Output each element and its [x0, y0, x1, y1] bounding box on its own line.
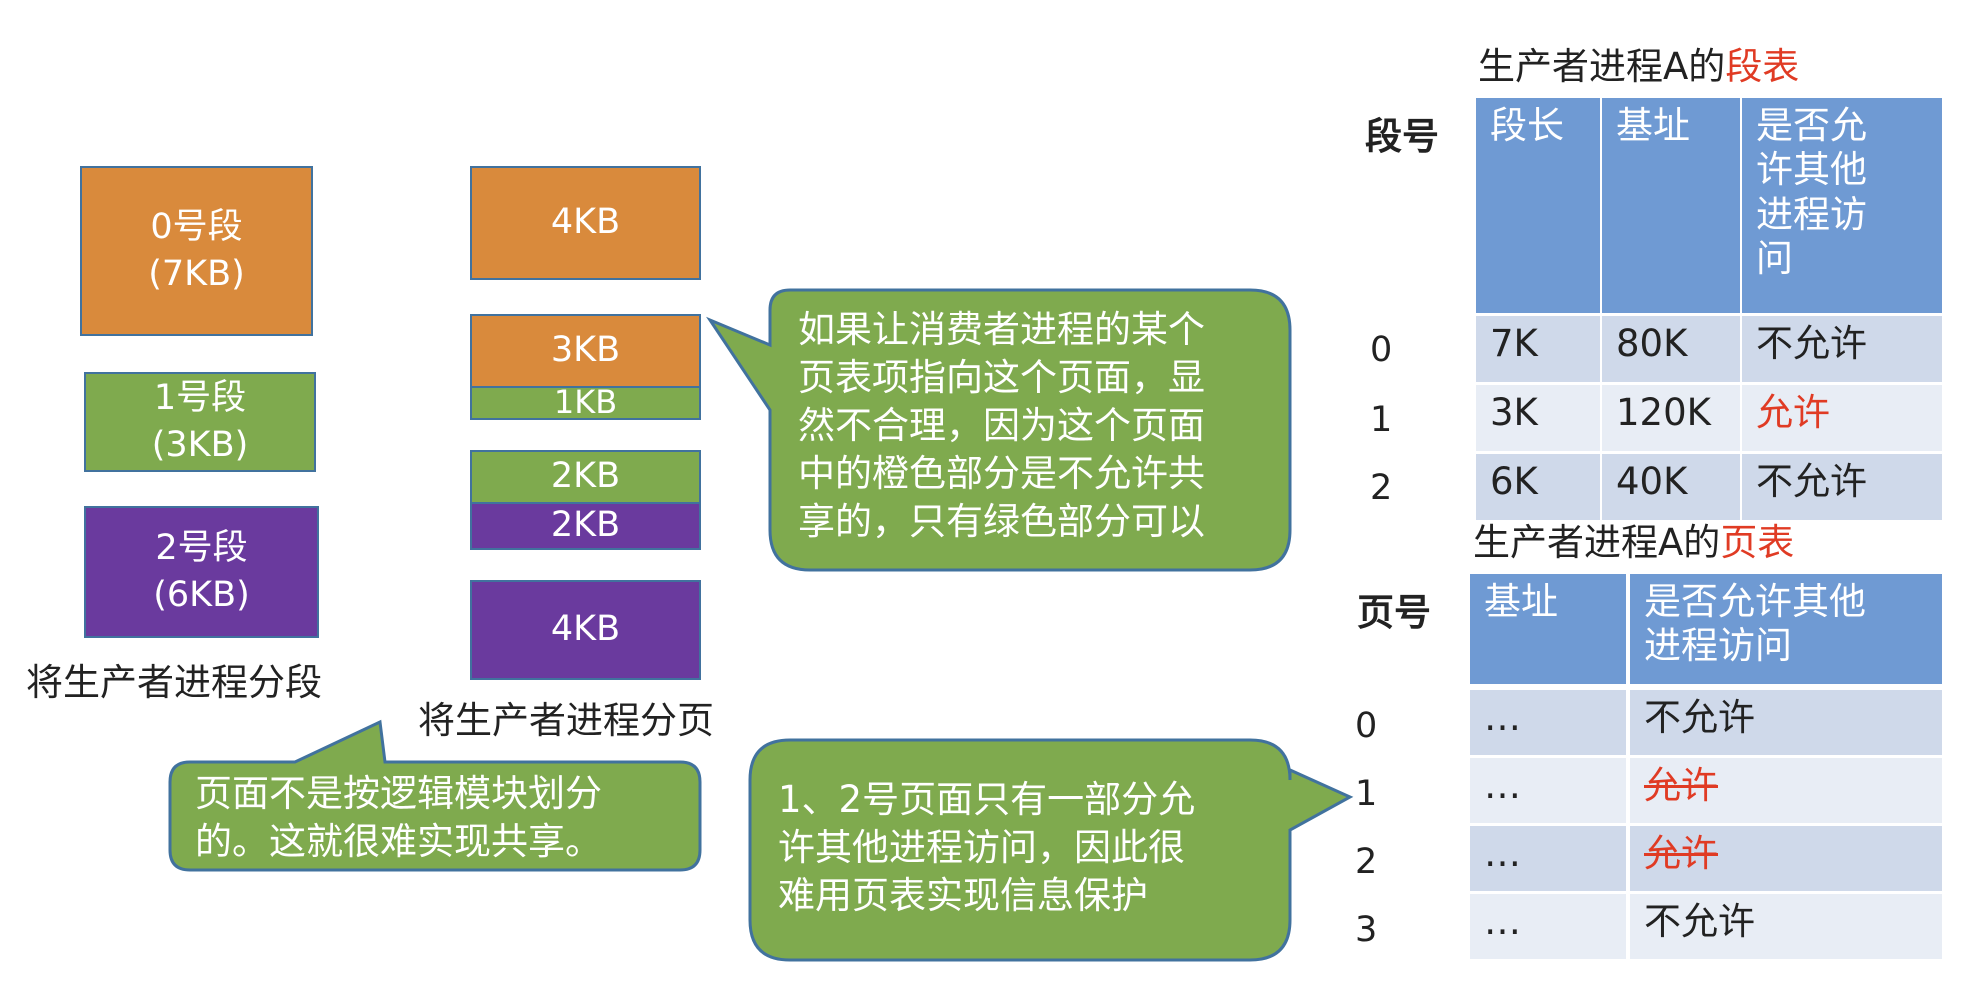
callout-left-line: 的。这就很难实现共享。 — [195, 820, 602, 864]
callout-top-text: 如果让消费者进程的某个 页表项指向这个页面，显 然不合理，因为这个页面 中的橙色… — [798, 306, 1205, 546]
page-table-title-highlight: 页表 — [1720, 521, 1795, 564]
page-1-orange-part: 3KB — [470, 314, 701, 388]
segment-2-label: 2号段 — [155, 527, 248, 568]
callout-top-line: 享的，只有绿色部分可以 — [798, 500, 1205, 544]
page-row-2-base: … — [1470, 826, 1626, 891]
segment-table-title-prefix: 生产者进程A的 — [1478, 45, 1726, 88]
segment-row-2-base: 40K — [1602, 454, 1740, 520]
callout-left-shape — [168, 719, 702, 872]
page-table-header-allow-line: 进程访问 — [1644, 624, 1792, 668]
segment-row-1-length: 3K — [1476, 385, 1600, 451]
segment-row-2-length: 6K — [1476, 454, 1600, 520]
segment-table-row-header: 段号 — [1365, 115, 1439, 158]
page-row-0-no: 0 — [1355, 706, 1378, 746]
segment-1-block: 1号段 (3KB) — [84, 372, 316, 472]
callout-bottom-text: 1、2号页面只有一部分允 许其他进程访问，因此很 难用页表实现信息保护 — [778, 776, 1195, 920]
segment-0-label: 0号段 — [150, 206, 243, 247]
page-table-header-allow: 是否允许其他 进程访问 — [1630, 574, 1942, 684]
segment-row-0-no: 0 — [1370, 330, 1393, 370]
segment-table-header-base: 基址 — [1602, 98, 1740, 313]
callout-bottom-line: 难用页表实现信息保护 — [778, 874, 1148, 918]
callout-left-text: 页面不是按逻辑模块划分 的。这就很难实现共享。 — [195, 770, 602, 866]
page-2-purple-part: 2KB — [470, 502, 701, 550]
segment-caption: 将生产者进程分段 — [26, 661, 322, 704]
segment-table-title: 生产者进程A的段表 — [1478, 36, 1799, 90]
segment-1-label: 1号段 — [153, 377, 247, 418]
page-table-row-header: 页号 — [1357, 591, 1431, 634]
callout-top-shape — [706, 288, 1292, 572]
page-0-block: 4KB — [470, 166, 701, 280]
segment-row-2-allow: 不允许 — [1742, 454, 1942, 520]
page-3-block: 4KB — [470, 580, 701, 680]
segment-row-1-allow: 允许 — [1742, 385, 1942, 451]
segment-table-title-highlight: 段表 — [1725, 45, 1800, 88]
segment-row-1-no: 1 — [1370, 400, 1393, 440]
page-row-1-base: … — [1470, 758, 1626, 823]
page-row-2-no: 2 — [1355, 842, 1378, 882]
segment-row-2-no: 2 — [1370, 468, 1393, 508]
segment-table-header-allow-line: 问 — [1756, 237, 1793, 281]
segment-table-header-allow-line: 是否允 — [1756, 104, 1867, 147]
page-table-header-base: 基址 — [1470, 574, 1626, 684]
segment-row-1-base: 120K — [1602, 385, 1740, 451]
callout-bottom-line: 许其他进程访问，因此很 — [778, 826, 1185, 870]
segment-2-size: (6KB) — [153, 575, 250, 615]
page-row-3-base: … — [1470, 894, 1626, 959]
segment-table-header-allow: 是否允 许其他 进程访 问 — [1742, 98, 1942, 313]
page-row-3-allow: 不允许 — [1630, 894, 1942, 959]
segment-0-size: (7KB) — [148, 254, 245, 294]
segment-row-0-length: 7K — [1476, 316, 1600, 382]
segment-row-0-base: 80K — [1602, 316, 1740, 382]
page-table-title-prefix: 生产者进程A的 — [1473, 521, 1721, 564]
segment-table-header-allow-line: 许其他 — [1756, 148, 1867, 192]
page-row-2-allow: 允许 — [1630, 826, 1942, 891]
callout-left-line: 页面不是按逻辑模块划分 — [195, 772, 602, 815]
callout-top-line: 如果让消费者进程的某个 — [798, 308, 1205, 351]
page-row-1-no: 1 — [1355, 774, 1378, 814]
callout-bottom-shape — [748, 738, 1354, 962]
page-table-title: 生产者进程A的页表 — [1473, 512, 1794, 566]
segment-1-size: (3KB) — [151, 425, 249, 465]
callout-top-line: 页表项指向这个页面，显 — [798, 356, 1205, 400]
page-2-green-part: 2KB — [470, 450, 701, 504]
segment-table-header-length: 段长 — [1476, 98, 1600, 313]
callout-top-line: 中的橙色部分是不允许共 — [798, 452, 1205, 496]
page-row-0-allow: 不允许 — [1630, 690, 1942, 755]
page-caption: 将生产者进程分页 — [418, 699, 714, 742]
page-row-0-base: … — [1470, 690, 1626, 755]
page-table-header-allow-line: 是否允许其他 — [1644, 580, 1866, 623]
segment-row-0-allow: 不允许 — [1742, 316, 1942, 382]
page-row-3-no: 3 — [1355, 910, 1378, 950]
page-row-1-allow: 允许 — [1630, 758, 1942, 823]
callout-bottom-line: 1、2号页面只有一部分允 — [778, 778, 1196, 821]
page-1-green-part: 1KB — [470, 383, 701, 421]
segment-table-header-allow-line: 进程访 — [1756, 192, 1867, 236]
segment-2-block: 2号段 (6KB) — [84, 506, 319, 638]
callout-top-line: 然不合理，因为这个页面 — [798, 404, 1205, 448]
segment-0-block: 0号段 (7KB) — [80, 166, 313, 336]
